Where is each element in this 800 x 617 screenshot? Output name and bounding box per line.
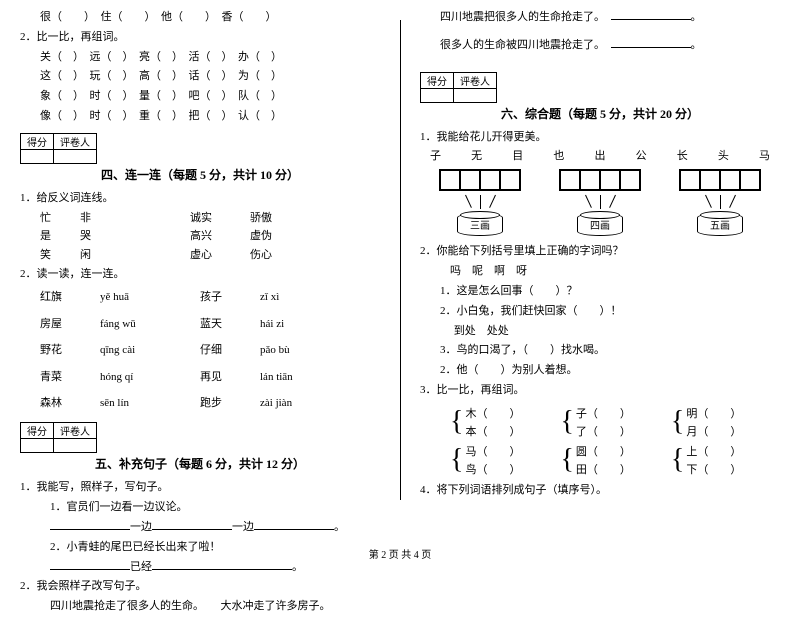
word-grid-3: 象（ ） 时（ ） 量（ ） 吧（ ） 队（ ） (40, 87, 380, 107)
score-box-left-1: 得分评卷人 (20, 133, 97, 164)
sec6-q3: 3．比一比，再组词。 (420, 381, 780, 401)
word-grid-2: 这（ ） 玩（ ） 高（ ） 话（ ） 为（ ） (40, 67, 380, 87)
sec5-q1: 1．我能写，照样子，写句子。 (20, 478, 380, 498)
sec5-blank1: 一边一边。 (50, 518, 380, 538)
sec5-s1: 1．官员们一边看一边议论。 (50, 498, 380, 518)
sec6-q2-i3: 到处 处处 (440, 322, 780, 342)
section-4-title: 四、连一连（每题 5 分，共计 10 分） (20, 166, 380, 183)
pinyin-row-2: 房屋fáng wū蓝天hái zi (40, 311, 380, 337)
pinyin-row-1: 红旗yě huā孩子zǐ xì (40, 284, 380, 310)
page-footer: 第 2 页 共 4 页 (0, 546, 800, 561)
sec4-q1: 1．给反义词连线。 (20, 189, 380, 209)
sec5-s3: 四川地震抢走了很多人的生命。 大水冲走了许多房子。 (50, 597, 380, 617)
sec4-q2: 2．读一读，连一连。 (20, 265, 380, 285)
antonym-row-1: 忙非诚实骄傲 (40, 209, 380, 228)
antonym-row-3: 笑闲虚心伤心 (40, 246, 380, 265)
stroke-grids: 三画 四画 五画 (420, 169, 780, 236)
score-box-right: 得分评卷人 (420, 72, 497, 103)
section-5-title: 五、补充句子（每题 6 分，共计 12 分） (20, 455, 380, 472)
sec5-q2: 2．我会照样子改写句子。 (20, 577, 380, 597)
pinyin-row-4: 青菜hóng qí再见lán tiān (40, 364, 380, 390)
q2-label: 2．比一比，再组词。 (20, 28, 380, 48)
sec6-q2: 2．你能给下列括号里填上正确的字词吗？ (420, 242, 780, 262)
column-divider (400, 20, 401, 500)
sec6-q2-opts: 吗 呢 啊 呀 (450, 262, 780, 282)
section-6-title: 六、综合题（每题 5 分，共计 20 分） (420, 105, 780, 122)
sec6-q2-i4: 3．鸟的口渴了，（ ）找水喝。 (440, 341, 780, 361)
sec6-q2-i1: 1．这是怎么回事（ ）？ (440, 282, 780, 302)
pinyin-row-5: 森林sēn lín跑步zài jiàn (40, 390, 380, 416)
pinyin-row-3: 野花qīng cài仔细pǎo bù (40, 337, 380, 363)
sec6-q4: 4．将下列词语排列成句子（填序号）。 (420, 481, 780, 501)
right-top-2: 很多人的生命被四川地震抢走了。 。 (440, 36, 780, 56)
sec6-q1: 1．我能给花儿开得更美。 (420, 128, 780, 148)
sec6-q2-i5: 2．他（ ）为别人着想。 (440, 361, 780, 381)
word-grid-1: 关（ ） 远（ ） 亮（ ） 活（ ） 办（ ） (40, 48, 380, 68)
sec6-q2-i2: 2．小白兔，我们赶快回家（ ）！ (440, 302, 780, 322)
score-box-left-2: 得分评卷人 (20, 422, 97, 453)
right-top-1: 四川地震把很多人的生命抢走了。 。 (440, 8, 780, 28)
brace-row-1: {木（ ）本（ ） {子（ ）了（ ） {明（ ）月（ ） (450, 405, 780, 439)
fill-blank-chars: 很（ ） 住（ ） 他（ ） 香（ ） (40, 8, 380, 28)
word-grid-4: 像（ ） 时（ ） 重（ ） 把（ ） 认（ ） (40, 107, 380, 127)
char-row: 子无目也出公长头马 (420, 147, 780, 163)
brace-row-2: {马（ ）鸟（ ） {圆（ ）田（ ） {上（ ）下（ ） (450, 443, 780, 477)
antonym-row-2: 是哭高兴虚伪 (40, 227, 380, 246)
